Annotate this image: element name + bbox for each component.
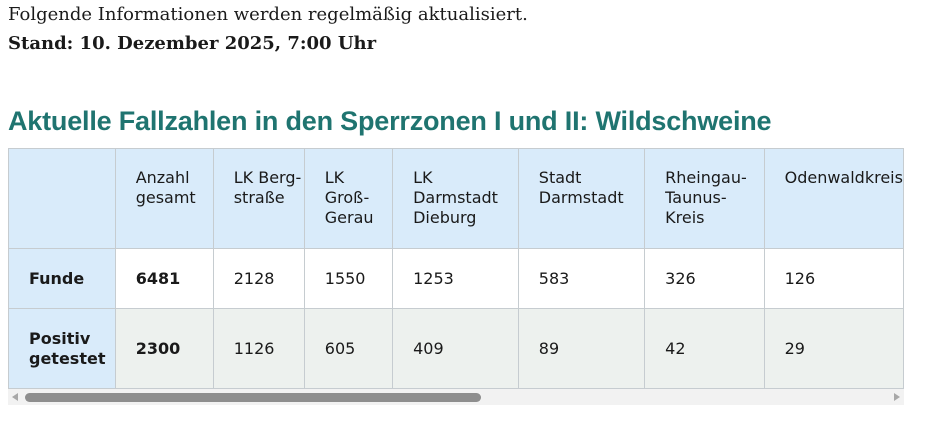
table-row-positiv: Positiv getestet 2300 1126 605 409 89 42… xyxy=(8,308,904,389)
table-cell: 409 xyxy=(392,308,519,389)
table-cell: 1126 xyxy=(212,308,305,389)
header-lk-gross-gerau: LK Groß-Gerau xyxy=(303,148,394,249)
table-cell: 1253 xyxy=(392,248,519,309)
table-cell: 42 xyxy=(644,308,765,389)
table-cell: 6481 xyxy=(114,248,214,309)
table-cell: 126 xyxy=(763,248,904,309)
intro-text: Folgende Informationen werden regelmäßig… xyxy=(8,4,528,25)
horizontal-scrollbar[interactable] xyxy=(8,389,904,405)
table-cell: 1550 xyxy=(303,248,394,309)
table-cell: 2300 xyxy=(114,308,214,389)
header-odenwaldkreis: Odenwaldkreis xyxy=(763,148,904,249)
table-cell: 326 xyxy=(644,248,765,309)
stand-date: Stand: 10. Dezember 2025, 7:00 Uhr xyxy=(8,33,377,54)
scroll-left-arrow-icon[interactable] xyxy=(12,393,18,401)
header-lk-bergstrasse: LK Berg-straße xyxy=(212,148,305,249)
header-rheingau-taunus: Rheingau-Taunus-Kreis xyxy=(644,148,765,249)
table-scroll-container[interactable]: Anzahl gesamt LK Berg-straße LK Groß-Ger… xyxy=(8,148,904,390)
table-header-row: Anzahl gesamt LK Berg-straße LK Groß-Ger… xyxy=(8,148,904,249)
table-cell: 605 xyxy=(303,308,394,389)
row-label: Funde xyxy=(8,248,116,309)
table-cell: 29 xyxy=(763,308,904,389)
scrollbar-thumb[interactable] xyxy=(25,393,481,402)
header-empty xyxy=(8,148,116,249)
table-cell: 2128 xyxy=(212,248,305,309)
table-row-funde: Funde 6481 2128 1550 1253 583 326 126 xyxy=(8,248,904,309)
section-heading: Aktuelle Fallzahlen in den Sperrzonen I … xyxy=(8,106,772,136)
scroll-right-arrow-icon[interactable] xyxy=(894,393,900,401)
header-total: Anzahl gesamt xyxy=(114,148,214,249)
header-stadt-darmstadt: Stadt Darmstadt xyxy=(517,148,646,249)
row-label: Positiv getestet xyxy=(8,308,116,389)
header-lk-darmstadt-dieburg: LK Darmstadt Dieburg xyxy=(392,148,519,249)
table-cell: 583 xyxy=(517,248,646,309)
case-numbers-table: Anzahl gesamt LK Berg-straße LK Groß-Ger… xyxy=(8,148,904,389)
table-cell: 89 xyxy=(517,308,646,389)
